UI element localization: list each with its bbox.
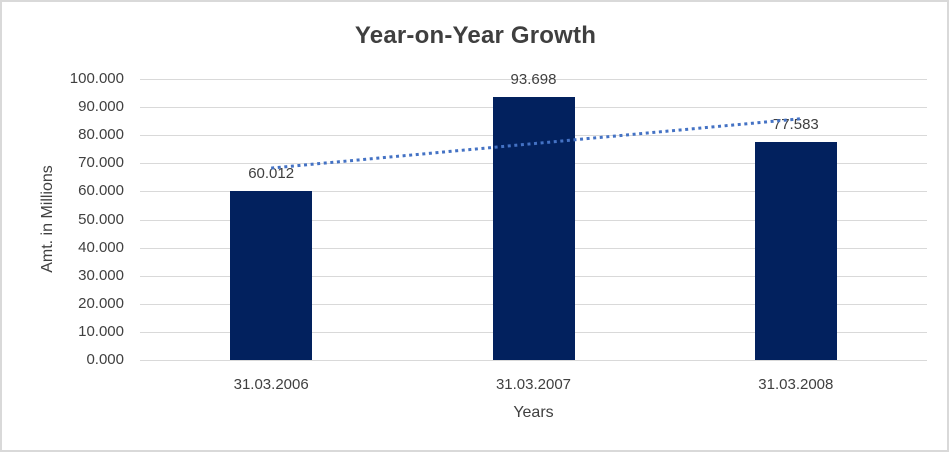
x-tick-label: 31.03.2006: [233, 376, 309, 393]
y-tick-label: 20.000: [78, 294, 124, 312]
y-tick-label: 100.000: [69, 70, 124, 87]
data-label: 77.583: [772, 115, 819, 133]
x-tick-label: 31.03.2007: [495, 376, 572, 393]
y-tick-label: 10.000: [78, 322, 124, 340]
bar-31.03.2006: [230, 191, 313, 360]
y-tick-label: 60.000: [78, 182, 124, 200]
data-label: 60.012: [248, 165, 295, 183]
y-tick-label: 0.000: [86, 351, 124, 368]
y-tick-label: 80.000: [78, 126, 124, 144]
x-tick-label: 31.03.2008: [758, 376, 834, 393]
y-tick-label: 40.000: [78, 238, 124, 256]
chart-title: Year-on-Year Growth: [354, 22, 597, 49]
bar-31.03.2008: [754, 142, 837, 360]
x-axis-title: Years: [513, 404, 554, 421]
plot-area: 60.012 93.698 77.583: [140, 71, 927, 361]
data-label: 93.698: [510, 70, 557, 88]
bar-31.03.2007: [492, 96, 575, 360]
y-tick-label: 90.000: [78, 98, 124, 116]
y-tick-label: 50.000: [78, 210, 124, 228]
y-tick-label: 70.000: [78, 154, 124, 172]
y-tick-label: 30.000: [78, 266, 124, 284]
